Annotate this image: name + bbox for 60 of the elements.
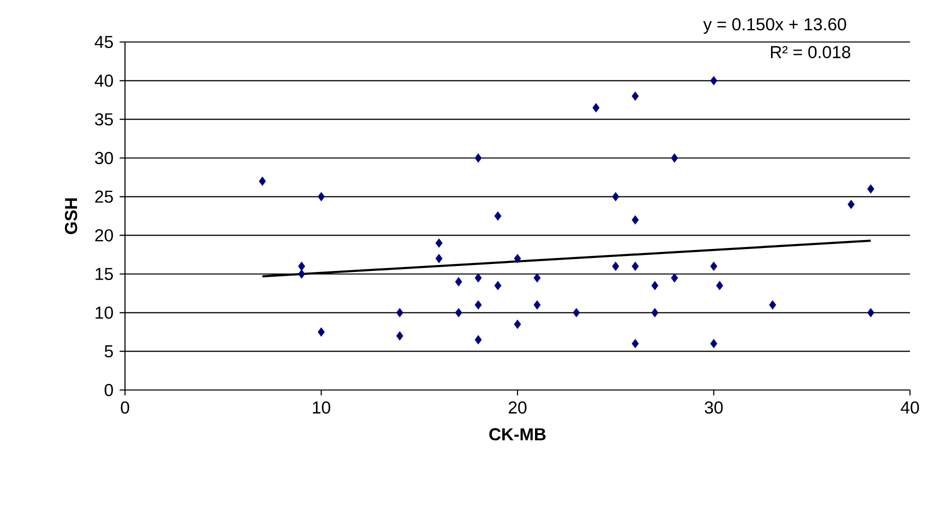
x-tick-label: 10 [312, 401, 330, 414]
point [710, 76, 718, 86]
x-axis-title: CK-MB [489, 428, 546, 440]
point [572, 308, 580, 318]
point [436, 238, 442, 248]
x-tick-label: 40 [900, 401, 919, 414]
point [710, 339, 718, 348]
point [848, 200, 855, 209]
point [396, 308, 404, 318]
point [769, 300, 776, 310]
y-tick-label: 35 [95, 113, 113, 126]
y-tick-label: 25 [95, 190, 113, 203]
point [514, 254, 521, 264]
point [436, 254, 442, 264]
point [534, 300, 541, 310]
point [867, 308, 874, 318]
point [258, 176, 266, 186]
x-tick-label: 20 [508, 401, 526, 414]
point [318, 192, 325, 202]
point [474, 300, 482, 310]
point [632, 262, 639, 271]
point [867, 184, 874, 194]
point [455, 277, 462, 286]
point [612, 192, 620, 202]
annotation: R² = 0.018 [771, 46, 850, 58]
point [651, 281, 658, 290]
y-tick-label: 20 [95, 229, 113, 242]
point [474, 273, 482, 282]
point [455, 308, 462, 318]
point [612, 262, 620, 271]
point [716, 281, 724, 290]
y-tick-label: 5 [104, 345, 113, 358]
point [298, 262, 306, 271]
y-tick-label: 40 [94, 74, 113, 87]
y-tick-label: 15 [96, 268, 113, 280]
y-tick-label: 0 [104, 384, 113, 396]
point [671, 153, 678, 163]
point [534, 273, 541, 282]
point [474, 335, 482, 344]
point [632, 215, 639, 224]
y-axis-title: GSH [64, 198, 78, 234]
point [298, 269, 306, 279]
point [494, 281, 502, 290]
point [671, 273, 678, 282]
point [632, 339, 639, 348]
point [651, 308, 658, 318]
point [710, 262, 718, 271]
point [514, 320, 521, 329]
point [494, 211, 502, 221]
x-tick-label: 30 [704, 401, 723, 414]
y-tick-label: 10 [96, 306, 113, 319]
point [396, 331, 404, 340]
text: y = 0.150x + 13.60 [703, 18, 846, 34]
point [318, 327, 325, 337]
point [632, 92, 639, 101]
x-tick-label: 0 [120, 401, 130, 414]
y-tick-label: 45 [94, 36, 113, 48]
y-tick-label: 30 [95, 152, 113, 164]
point [474, 153, 482, 163]
point [592, 103, 600, 112]
